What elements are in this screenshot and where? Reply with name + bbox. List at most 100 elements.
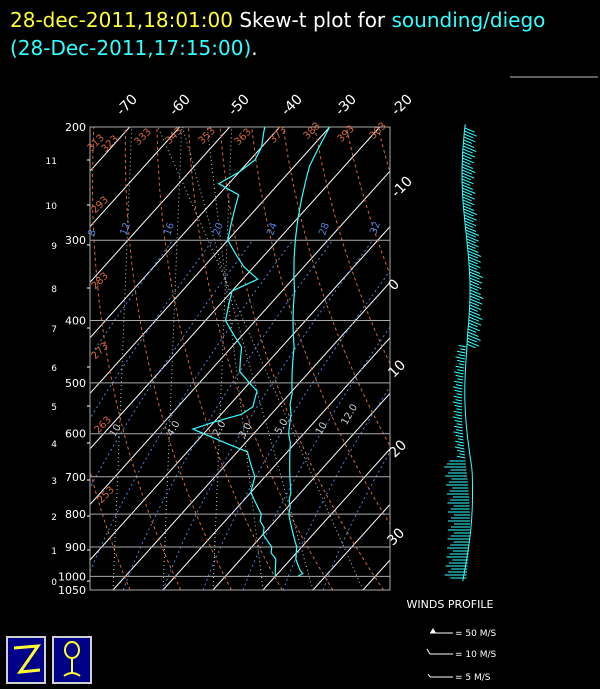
wind-barb xyxy=(469,295,480,301)
wind-barb xyxy=(461,184,473,190)
temperature-tick-label: -40 xyxy=(278,91,305,118)
wind-barb xyxy=(469,307,478,312)
wind-barb xyxy=(454,419,463,423)
dry-adiabat xyxy=(409,127,600,590)
wind-barb xyxy=(456,408,463,411)
wind-barb xyxy=(463,211,474,217)
wind-barb xyxy=(466,235,479,242)
wind-barb xyxy=(466,337,478,343)
isobar-label: 600 xyxy=(65,428,86,441)
wind-barb xyxy=(463,205,475,211)
legend-flag-5 xyxy=(427,673,431,678)
wind-barb xyxy=(466,343,476,349)
wind-barb xyxy=(469,292,484,299)
temperature-tick-label: 30 xyxy=(384,525,408,549)
wind-barb xyxy=(467,334,481,341)
zebra-logo-button[interactable] xyxy=(6,636,46,684)
wind-barb xyxy=(453,410,463,414)
wind-barb xyxy=(455,356,466,360)
sounding-logo-button[interactable] xyxy=(52,636,92,684)
wind-barb xyxy=(463,136,476,143)
wind-barb xyxy=(467,328,477,333)
wind-barb xyxy=(468,259,478,265)
isotherm-line xyxy=(90,127,281,339)
header-station[interactable]: sounding/diego xyxy=(391,8,546,32)
temperature-tick-label: 0 xyxy=(385,276,403,294)
dry-adiabat-label: 363 xyxy=(233,127,254,148)
dry-adiabat xyxy=(124,127,232,590)
plot-frame xyxy=(89,126,391,591)
wind-barb xyxy=(469,271,483,278)
wind-barb xyxy=(462,151,476,158)
wind-barb xyxy=(469,277,483,284)
mixing-ratio-line xyxy=(242,326,390,590)
wind-barb xyxy=(461,181,471,186)
wind-barb xyxy=(465,232,477,238)
wind-barb xyxy=(461,163,473,169)
height-km-label: 6 xyxy=(51,364,57,374)
wind-barb xyxy=(466,340,480,347)
header-line-1: 28-dec-2011,18:01:00 Skew-t plot for sou… xyxy=(10,6,595,34)
isobar-label: 900 xyxy=(65,541,86,554)
dry-adiabat xyxy=(504,127,600,590)
moist-adiabat-label: 12.0 xyxy=(340,402,361,427)
mixing-ratio-label: 32 xyxy=(368,220,383,236)
dry-adiabat xyxy=(91,127,182,590)
header: 28-dec-2011,18:01:00 Skew-t plot for sou… xyxy=(10,6,595,62)
wind-barb xyxy=(462,196,472,202)
wind-barb xyxy=(467,244,476,249)
dry-adiabat xyxy=(314,127,390,365)
dry-adiabat xyxy=(251,127,390,526)
wind-barb xyxy=(455,440,464,444)
wind-barb xyxy=(457,438,464,441)
wind-barb xyxy=(454,404,463,408)
wind-barb xyxy=(456,423,463,426)
mixing-ratio-label: 12 xyxy=(118,221,133,237)
isotherm-line xyxy=(90,127,181,228)
wind-barb xyxy=(464,127,475,133)
moist-adiabat-label: 3.0 xyxy=(237,421,254,440)
height-km-label: 3 xyxy=(51,477,57,487)
wind-barb xyxy=(463,214,477,221)
wind-barb xyxy=(455,365,465,369)
isotherm-line xyxy=(0,127,30,590)
z-logo-icon xyxy=(13,644,42,674)
wind-barb xyxy=(462,193,475,200)
legend-label-10: = 10 M/S xyxy=(455,650,497,660)
wind-barb xyxy=(455,434,464,438)
height-km-label: 5 xyxy=(51,403,57,413)
isotherm-line xyxy=(312,503,390,590)
wind-barb xyxy=(469,304,482,311)
moist-adiabat xyxy=(157,127,364,590)
mixing-ratio-line xyxy=(162,239,374,590)
dry-adiabat-label: 333 xyxy=(133,127,154,148)
wind-barb xyxy=(455,374,464,378)
wind-barb xyxy=(455,414,463,417)
temperature-tick-label: -50 xyxy=(225,91,252,118)
wind-barb xyxy=(467,331,479,337)
wind-barb xyxy=(458,363,465,366)
wind-barb xyxy=(453,431,464,435)
isobar-label: 300 xyxy=(65,234,86,247)
skewt-diagram: 2003004005006007008009001000105001234567… xyxy=(0,91,600,597)
wind-barb xyxy=(455,399,463,402)
temperature-tick-label: -60 xyxy=(166,91,193,118)
wind-barb xyxy=(462,160,471,165)
wind-barb xyxy=(456,455,466,459)
mixing-ratio-line xyxy=(90,239,294,574)
isotherm-line xyxy=(262,448,390,590)
moist-adiabat xyxy=(212,127,233,590)
wind-barb xyxy=(461,166,476,173)
wind-barb xyxy=(467,247,479,253)
moist-adiabat xyxy=(162,127,183,590)
wind-barb xyxy=(459,453,466,456)
wind-barb xyxy=(466,238,476,244)
dewpoint-profile-line xyxy=(191,126,277,577)
dry-adiabat-label: 303 xyxy=(368,121,389,142)
wind-staff xyxy=(461,124,473,582)
wind-barb xyxy=(456,449,465,453)
header-period: . xyxy=(251,36,258,60)
wind-barb xyxy=(458,344,467,348)
moist-adiabat xyxy=(112,127,133,590)
